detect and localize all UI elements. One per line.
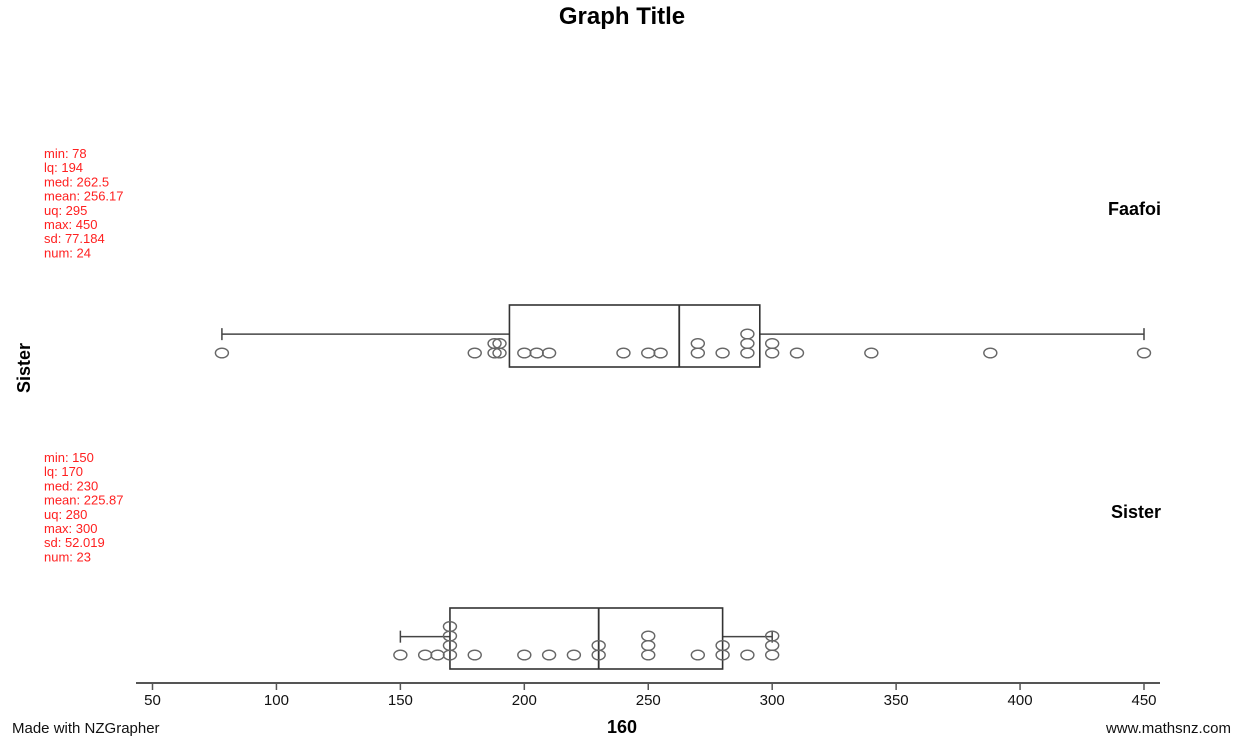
summary-stat: num: 24 xyxy=(44,245,91,260)
summary-stat: max: 300 xyxy=(44,521,97,536)
data-point xyxy=(1136,347,1152,359)
data-point xyxy=(740,338,755,350)
data-point xyxy=(740,649,755,661)
data-point xyxy=(715,347,730,359)
x-axis: 50 100 150 200 250 300 350 400 450 xyxy=(136,682,1160,709)
y-axis-label: Sister xyxy=(14,343,34,393)
data-point xyxy=(764,338,780,350)
footer-credit: Made with NZGrapher xyxy=(12,720,160,737)
summary-stat: min: 78 xyxy=(44,146,87,161)
x-tick-label: 300 xyxy=(760,692,785,709)
data-point xyxy=(214,347,230,359)
x-tick-label: 150 xyxy=(388,692,413,709)
summary-stat: med: 262.5 xyxy=(44,174,109,189)
summary-stat: mean: 256.17 xyxy=(44,189,124,204)
data-point xyxy=(492,338,507,350)
box-iqr xyxy=(508,304,761,368)
data-point xyxy=(517,649,532,661)
summary-stat: lq: 194 xyxy=(44,160,83,175)
x-tick-label: 50 xyxy=(144,692,161,709)
chart-title: Graph Title xyxy=(559,3,685,30)
data-point xyxy=(764,649,780,661)
summary-stat: uq: 280 xyxy=(44,507,87,522)
data-point xyxy=(467,649,482,661)
data-point xyxy=(591,640,606,652)
data-point xyxy=(690,649,706,661)
data-point xyxy=(690,338,706,350)
data-point xyxy=(442,621,458,633)
data-point xyxy=(641,649,656,661)
box-iqr xyxy=(449,607,724,670)
x-tick-label: 100 xyxy=(264,692,289,709)
data-point xyxy=(541,649,557,661)
data-point xyxy=(641,347,656,359)
x-tick-label: 450 xyxy=(1131,692,1156,709)
data-point xyxy=(740,347,755,359)
data-point xyxy=(541,347,557,359)
data-point xyxy=(715,640,730,652)
data-point xyxy=(529,347,544,359)
data-point xyxy=(430,649,445,661)
data-point xyxy=(487,338,502,350)
data-point xyxy=(467,347,482,359)
x-axis-label: 160 xyxy=(607,717,637,737)
data-point xyxy=(517,347,532,359)
data-point xyxy=(616,347,631,359)
x-tick-label: 350 xyxy=(884,692,909,709)
data-point xyxy=(764,630,780,642)
data-point xyxy=(417,649,433,661)
data-point xyxy=(740,328,755,340)
data-point xyxy=(393,649,408,661)
summary-stat: num: 23 xyxy=(44,549,91,564)
data-point xyxy=(789,347,805,359)
footer-url: www.mathsnz.com xyxy=(1105,720,1231,737)
data-point xyxy=(764,347,780,359)
data-point xyxy=(690,347,706,359)
summary-stat: mean: 225.87 xyxy=(44,493,124,508)
data-point xyxy=(653,347,668,359)
data-point xyxy=(641,640,656,652)
data-point xyxy=(641,630,656,642)
summary-stat: lq: 170 xyxy=(44,464,83,479)
summary-stat: uq: 295 xyxy=(44,203,87,218)
data-point xyxy=(864,347,879,359)
x-tick-label: 400 xyxy=(1008,692,1033,709)
group-label: Faafoi xyxy=(1108,199,1161,219)
summary-stat: sd: 52.019 xyxy=(44,535,105,550)
group-label: Sister xyxy=(1111,502,1161,522)
summary-stat: max: 450 xyxy=(44,217,97,232)
summary-stat: sd: 77.184 xyxy=(44,231,105,246)
data-point xyxy=(983,347,998,359)
data-point xyxy=(566,649,582,661)
summary-stat: med: 230 xyxy=(44,478,98,493)
x-tick-label: 250 xyxy=(636,692,661,709)
x-tick-label: 200 xyxy=(512,692,537,709)
summary-stat: min: 150 xyxy=(44,450,94,465)
